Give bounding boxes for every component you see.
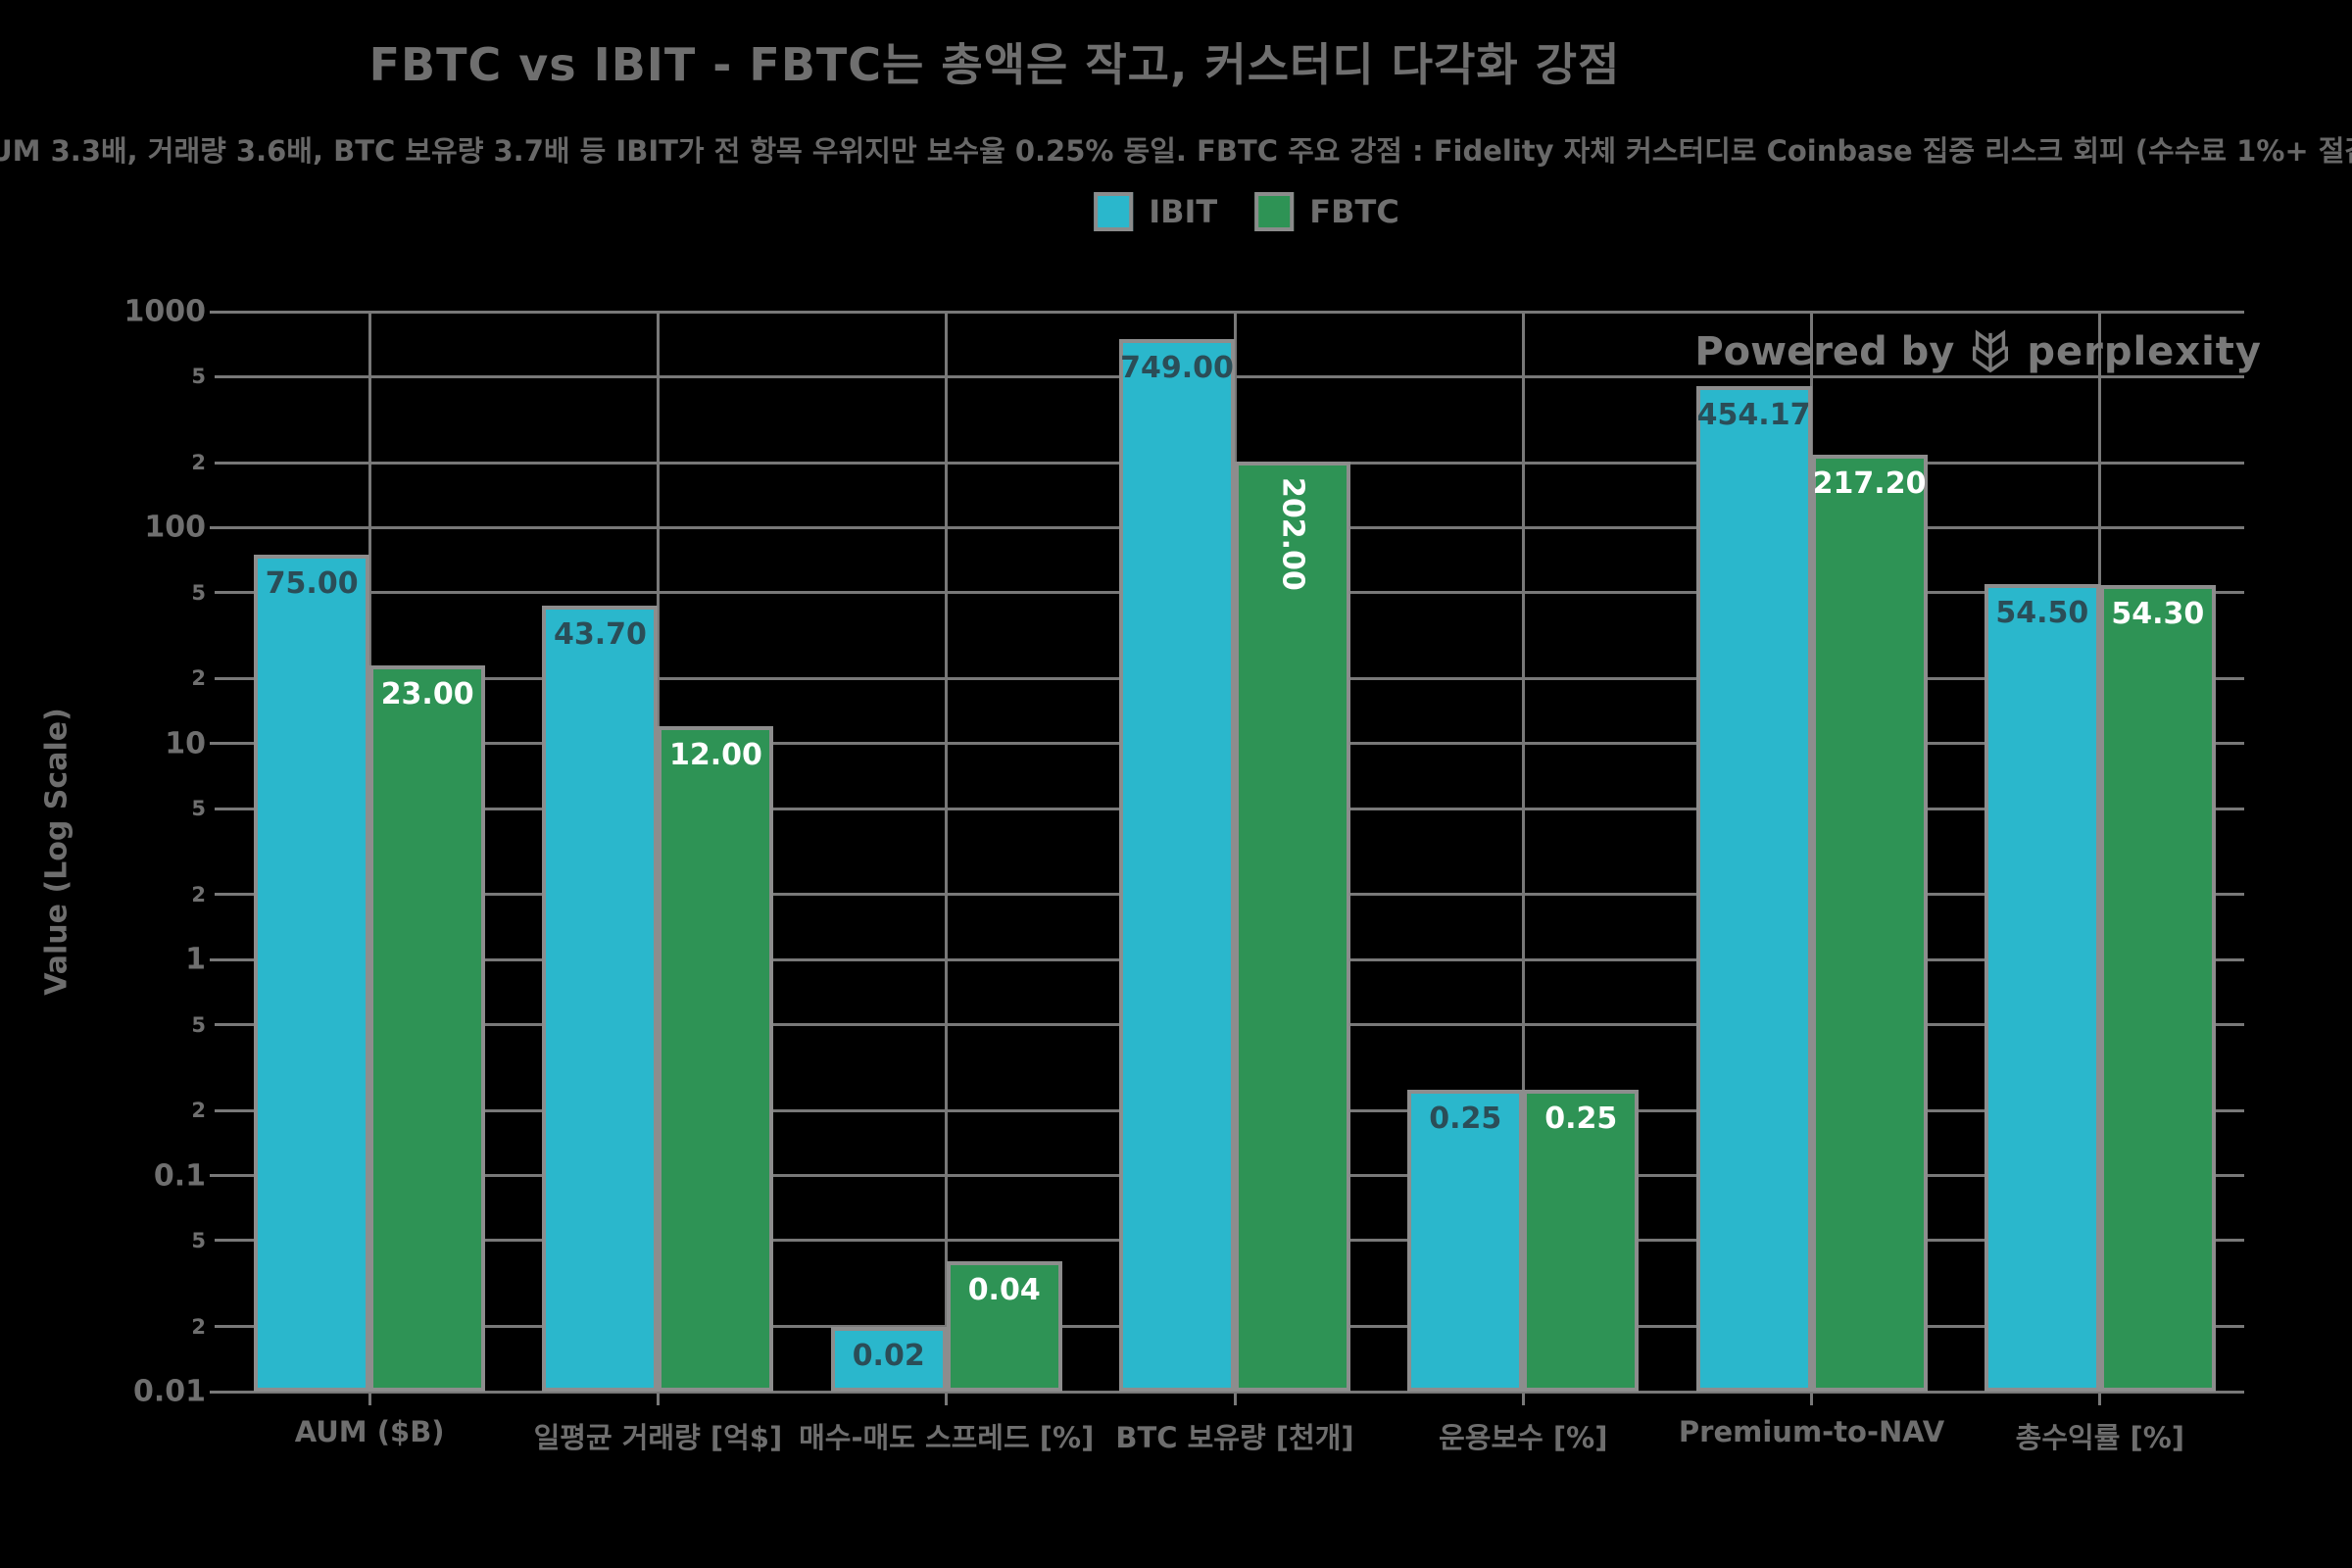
bar-value-text: 202.00	[1275, 477, 1310, 591]
y-tick	[210, 742, 225, 746]
y-tick	[210, 1390, 225, 1394]
y-tick-minor	[215, 374, 225, 378]
y-tick-label-minor: 5	[191, 580, 206, 605]
watermark: Powered by perplexity	[1694, 329, 2262, 374]
y-tick-label-minor: 2	[191, 1099, 206, 1123]
x-tick	[2098, 1392, 2102, 1405]
legend-swatch-fbtc-icon	[1254, 192, 1295, 231]
bar-ibit	[1119, 338, 1235, 1392]
y-tick	[210, 957, 225, 961]
watermark-prefix: Powered by	[1694, 329, 1955, 374]
y-tick-label: 0.01	[132, 1374, 206, 1409]
x-category-label: Premium-to-NAV	[1678, 1415, 1945, 1448]
y-tick-label-minor: 5	[191, 1012, 206, 1037]
x-tick	[1521, 1392, 1525, 1405]
y-tick-minor	[215, 461, 225, 465]
chart-subtitle: AUM 3.3배, 거래량 3.6배, BTC 보유량 3.7배 등 IBIT가…	[0, 134, 2352, 168]
x-category-label: 일평균 거래량 [억$]	[533, 1421, 783, 1454]
legend-label-fbtc: FBTC	[1309, 193, 1399, 230]
bar-ibit	[1984, 584, 2100, 1392]
y-tick-minor	[215, 1325, 225, 1329]
bar-fbtc	[1235, 462, 1350, 1392]
y-tick-label: 1	[185, 942, 206, 977]
v-gridline	[945, 312, 949, 1392]
chart-title: FBTC vs IBIT - FBTC는 총액은 작고, 커스터디 다각화 강점	[368, 38, 1621, 91]
bar-ibit	[542, 605, 659, 1392]
y-tick-minor	[215, 591, 225, 595]
y-tick-minor	[215, 1239, 225, 1243]
bar-ibit	[1407, 1089, 1524, 1392]
x-category-label: 운용보수 [%]	[1439, 1421, 1608, 1454]
x-tick	[1233, 1392, 1237, 1405]
y-tick-label-minor: 5	[191, 365, 206, 389]
y-tick-label-minor: 2	[191, 451, 206, 475]
x-category-label: AUM ($B)	[294, 1415, 445, 1448]
y-tick-minor	[215, 676, 225, 680]
perplexity-logo-icon	[1973, 329, 2009, 373]
y-tick-label-minor: 2	[191, 666, 206, 691]
y-tick	[210, 310, 225, 314]
y-tick-label-minor: 2	[191, 882, 206, 906]
bar-ibit	[254, 554, 370, 1392]
bar-fbtc	[369, 665, 486, 1392]
x-tick	[368, 1392, 371, 1405]
bar-fbtc	[658, 726, 774, 1392]
x-tick	[945, 1392, 949, 1405]
x-category-label: 매수-매도 스프레드 [%]	[799, 1421, 1095, 1454]
bar-ibit	[1695, 385, 1812, 1392]
legend: IBIT FBTC	[1094, 192, 1399, 231]
y-tick	[210, 525, 225, 529]
x-category-label: BTC 보유량 [천개]	[1115, 1421, 1354, 1454]
y-tick-label: 100	[144, 510, 206, 545]
y-tick-minor	[215, 893, 225, 897]
y-tick	[210, 1174, 225, 1178]
bar-value-label: 202.00	[1235, 477, 1350, 591]
y-tick-label: 0.1	[153, 1158, 206, 1194]
x-tick	[656, 1392, 660, 1405]
y-tick-minor	[215, 1108, 225, 1112]
legend-swatch-ibit-icon	[1094, 192, 1134, 231]
bar-fbtc	[1811, 455, 1928, 1392]
bar-fbtc	[1523, 1089, 1640, 1392]
y-tick-label-minor: 5	[191, 1228, 206, 1252]
x-category-label: 총수익률 [%]	[2015, 1421, 2185, 1454]
v-gridline	[1521, 312, 1525, 1392]
y-tick-label: 10	[165, 726, 206, 761]
y-tick-label: 1000	[123, 294, 207, 329]
x-axis-line	[225, 1390, 2244, 1394]
legend-label-ibit: IBIT	[1149, 193, 1218, 230]
legend-item-fbtc: FBTC	[1254, 192, 1399, 231]
bar-ibit	[830, 1326, 947, 1392]
bar-fbtc	[946, 1261, 1062, 1392]
watermark-brand: perplexity	[2027, 329, 2262, 374]
legend-item-ibit: IBIT	[1094, 192, 1217, 231]
y-tick-minor	[215, 1023, 225, 1027]
y-tick-label-minor: 5	[191, 797, 206, 821]
x-tick	[1810, 1392, 1814, 1405]
y-tick-label-minor: 2	[191, 1314, 206, 1339]
bar-fbtc	[2099, 584, 2216, 1392]
y-tick-minor	[215, 807, 225, 810]
